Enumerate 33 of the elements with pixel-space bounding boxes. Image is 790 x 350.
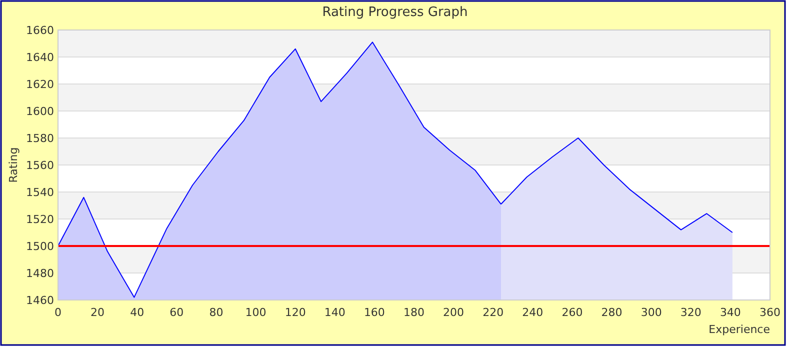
y-tick-label: 1640 [26,50,54,64]
x-tick-label: 240 [522,306,544,319]
x-tick-label: 0 [54,306,62,319]
y-tick-label: 1580 [26,132,54,145]
x-tick-label: 40 [130,306,144,319]
x-tick-label: 340 [720,306,741,319]
y-tick-label: 1500 [26,240,54,253]
x-tick-label: 260 [562,306,583,319]
y-tick-label: 1600 [26,104,54,118]
y-tick-label: 1560 [26,158,54,172]
x-tick-label: 20 [90,306,105,319]
x-tick-label: 320 [680,306,702,319]
x-tick-label: 220 [482,306,504,319]
x-tick-label: 160 [364,306,385,319]
x-tick-label: 120 [284,306,306,319]
y-tick-label: 1620 [26,78,54,91]
x-tick-label: 200 [443,306,464,319]
x-tick-label: 280 [601,306,622,319]
x-tick-label: 300 [640,306,662,319]
y-tick-label: 1540 [26,186,54,199]
x-tick-label: 100 [245,306,266,319]
x-tick-label: 360 [760,306,780,319]
x-tick-label: 180 [404,306,424,319]
x-tick-label: 140 [324,306,346,319]
y-tick-label: 1460 [26,294,54,307]
y-tick-label: 1520 [26,212,54,226]
y-tick-label: 1480 [26,266,54,280]
y-tick-label: 1660 [26,24,54,37]
x-tick-label: 60 [170,306,184,319]
chart-title: Rating Progress Graph [322,5,468,20]
y-axis-title: Rating [7,147,20,183]
x-tick-label: 80 [209,306,224,319]
x-axis-title: Experience [708,323,770,336]
